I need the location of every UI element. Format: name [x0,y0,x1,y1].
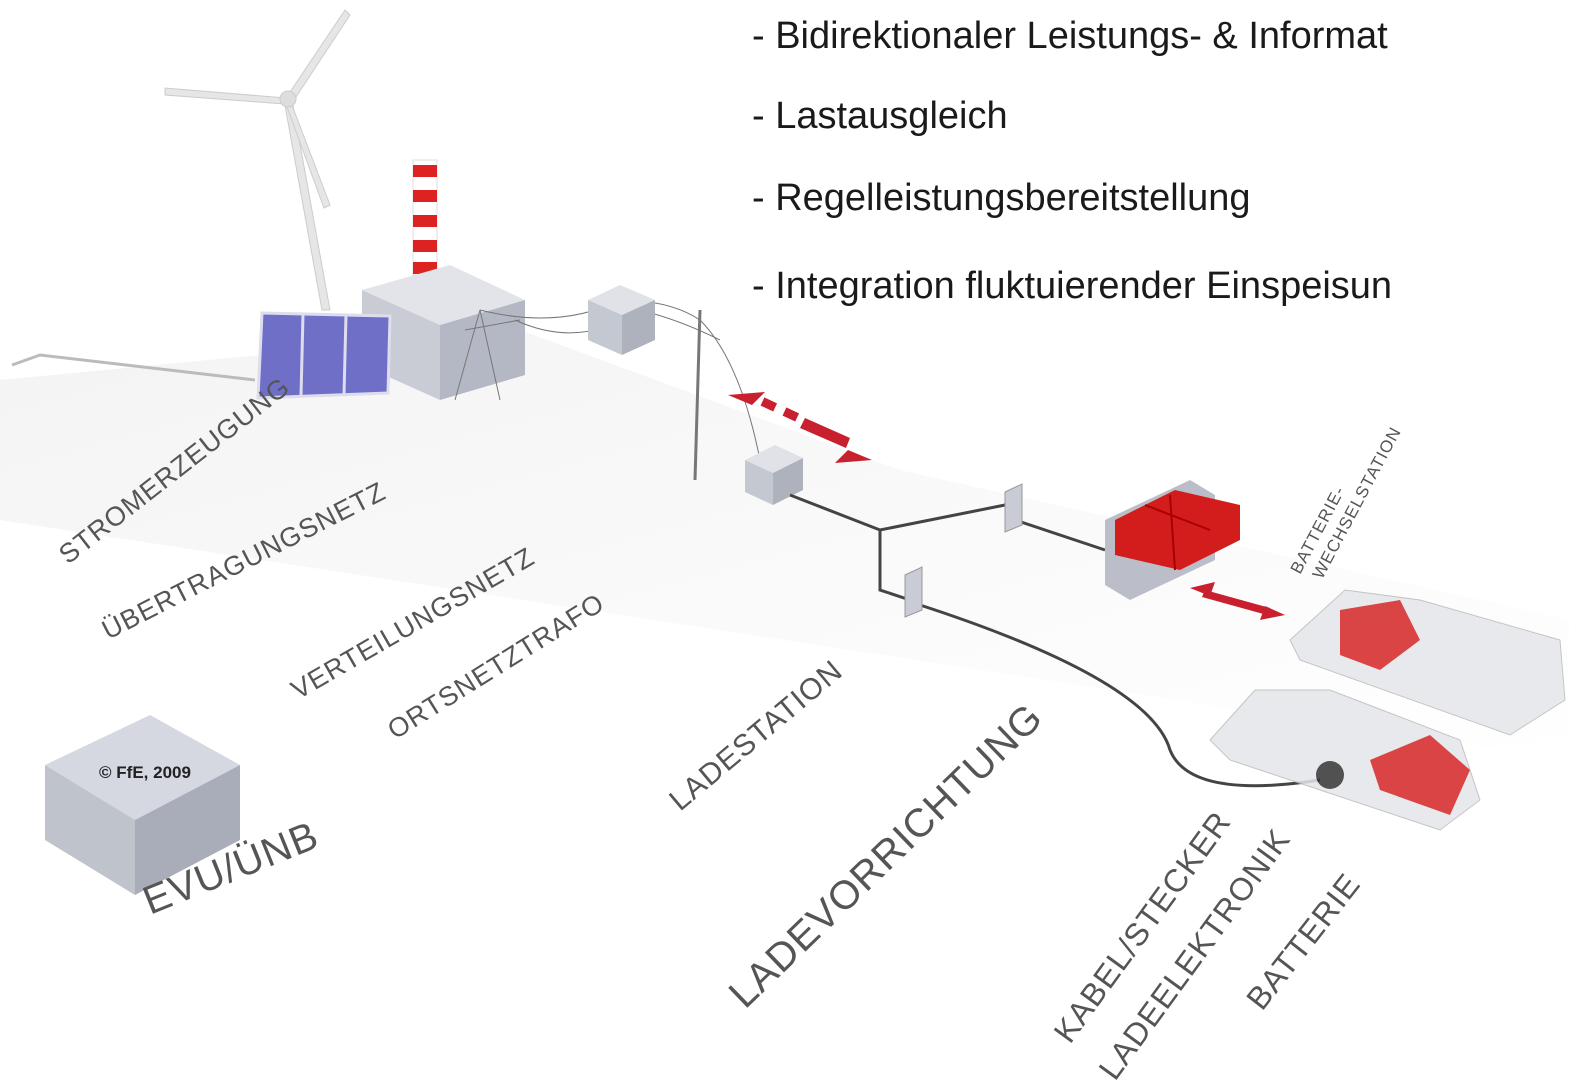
bullet: - Lastausgleich [752,95,1008,137]
bidirectional-arrow-bottom [1190,582,1285,620]
bullet: - Integration fluktuierender Einspeisun [752,265,1392,307]
bullet: - Bidirektionaler Leistungs- & Informat [752,15,1388,57]
bullet: - Regelleistungsbereitstellung [752,177,1251,219]
chimney [412,159,438,276]
ground-line [11,353,256,382]
solar-panel [256,311,392,400]
car-1 [1289,589,1566,736]
charging-posts [904,483,1023,618]
cables [789,493,1321,788]
substation [588,285,655,355]
bidirectional-arrow-top [728,392,872,463]
car-2 [1209,689,1481,831]
wind-turbine [164,9,351,311]
ground [0,330,1569,760]
label: LADESTATION [663,654,849,817]
battery-station [1105,480,1240,600]
ortsnetztrafo-box [745,445,803,505]
evu-box [45,715,240,895]
copyright: © FfE, 2009 [99,763,191,782]
